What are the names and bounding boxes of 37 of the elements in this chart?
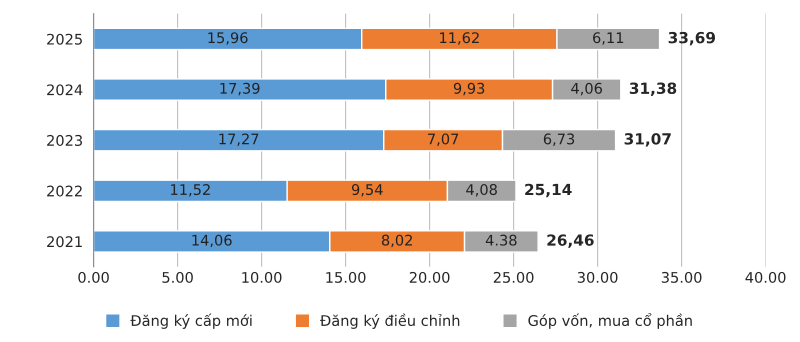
total-label: 31,38 — [630, 82, 676, 96]
legend-label: Đăng ký cấp mới — [130, 314, 252, 329]
legend-label: Góp vốn, mua cổ phần — [528, 313, 692, 329]
x-tick-label: 40.00 — [745, 272, 786, 283]
y-tick-label: 2021 — [47, 236, 82, 248]
data-label: 6,11 — [593, 32, 624, 45]
data-label: 9,93 — [454, 82, 484, 96]
x-tick-label: 20.00 — [410, 272, 450, 283]
x-tick-label: 15.00 — [326, 272, 366, 283]
data-label: 14,06 — [192, 234, 232, 248]
data-label: 9,54 — [352, 184, 383, 197]
y-tick-label: 2025 — [47, 34, 82, 45]
x-tick-label: 10.00 — [242, 272, 282, 283]
x-tick-label: 0.00 — [78, 272, 109, 283]
data-label: 11,52 — [171, 184, 210, 197]
data-label: 4,06 — [571, 82, 602, 96]
total-label: 33,69 — [668, 32, 716, 46]
y-tick-label: 2023 — [47, 134, 82, 146]
total-label: 31,07 — [624, 133, 671, 147]
x-tick-label: 5.00 — [162, 272, 193, 283]
data-label: 4.38 — [486, 234, 517, 246]
data-label: 7,07 — [428, 133, 458, 146]
y-tick-label: 2022 — [47, 186, 82, 197]
data-label: 17,39 — [220, 82, 260, 96]
x-tick-label: 35.00 — [662, 272, 702, 283]
data-label: 15,96 — [208, 32, 248, 45]
data-label: 17,27 — [219, 133, 258, 146]
legend-label: Đăng ký điều chỉnh — [320, 314, 460, 329]
total-label: 25,14 — [525, 184, 572, 198]
x-tick-label: 25.00 — [494, 272, 534, 283]
data-label: 4,08 — [466, 184, 497, 197]
x-tick-label: 30.00 — [578, 272, 618, 283]
data-label: 6,73 — [544, 133, 574, 146]
y-tick-label: 2024 — [47, 84, 82, 96]
data-label: 8,02 — [382, 234, 412, 248]
data-label: 11,62 — [440, 32, 479, 45]
total-label: 26,46 — [547, 234, 594, 248]
